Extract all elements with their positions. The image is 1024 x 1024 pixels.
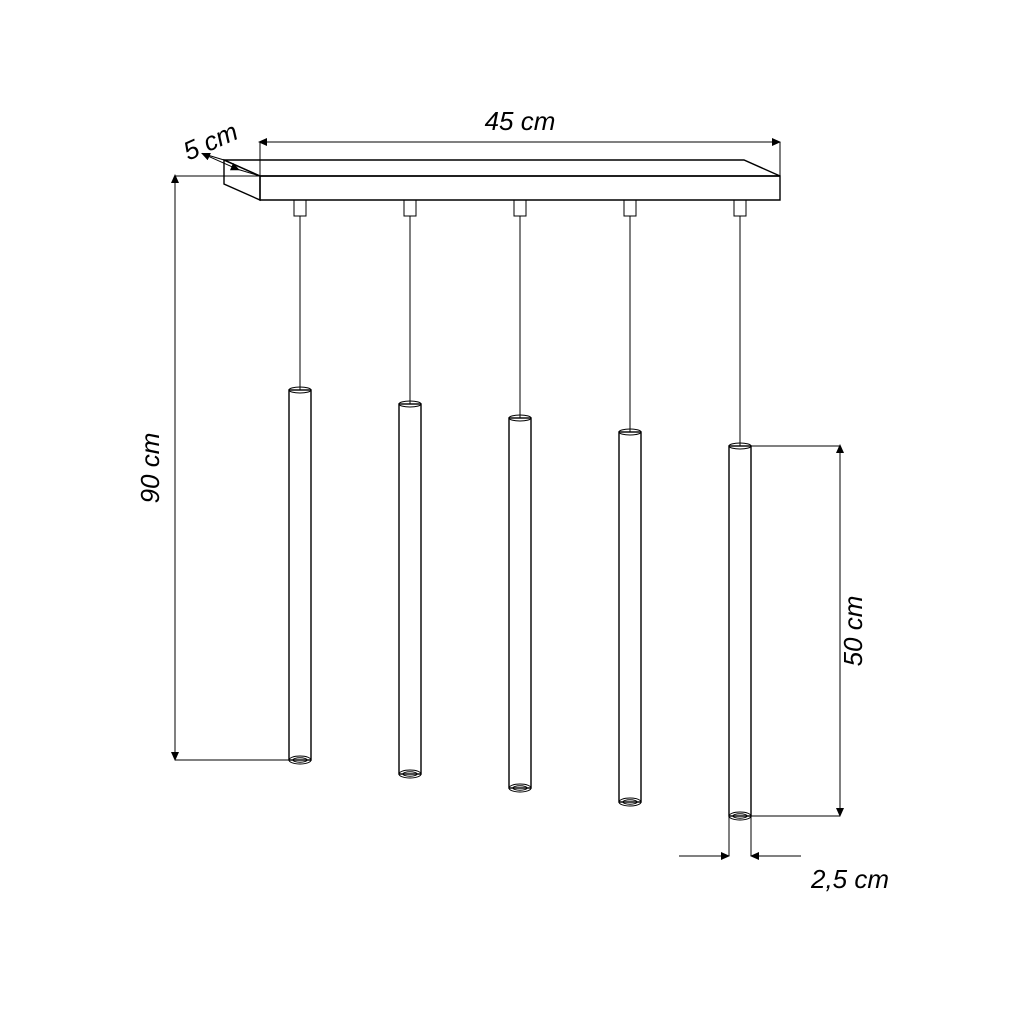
dim-depth-label: 5 cm [179,116,243,166]
dim-tube-diameter-label: 2,5 cm [810,864,889,894]
pendant-lamp-technical-drawing: 45 cm 5 cm 90 cm 50 cm 2,5 cm [0,0,1024,1024]
dim-width-label: 45 cm [485,106,556,136]
dim-tube-length-label: 50 cm [838,596,868,667]
dim-total-height-label: 90 cm [135,433,165,504]
